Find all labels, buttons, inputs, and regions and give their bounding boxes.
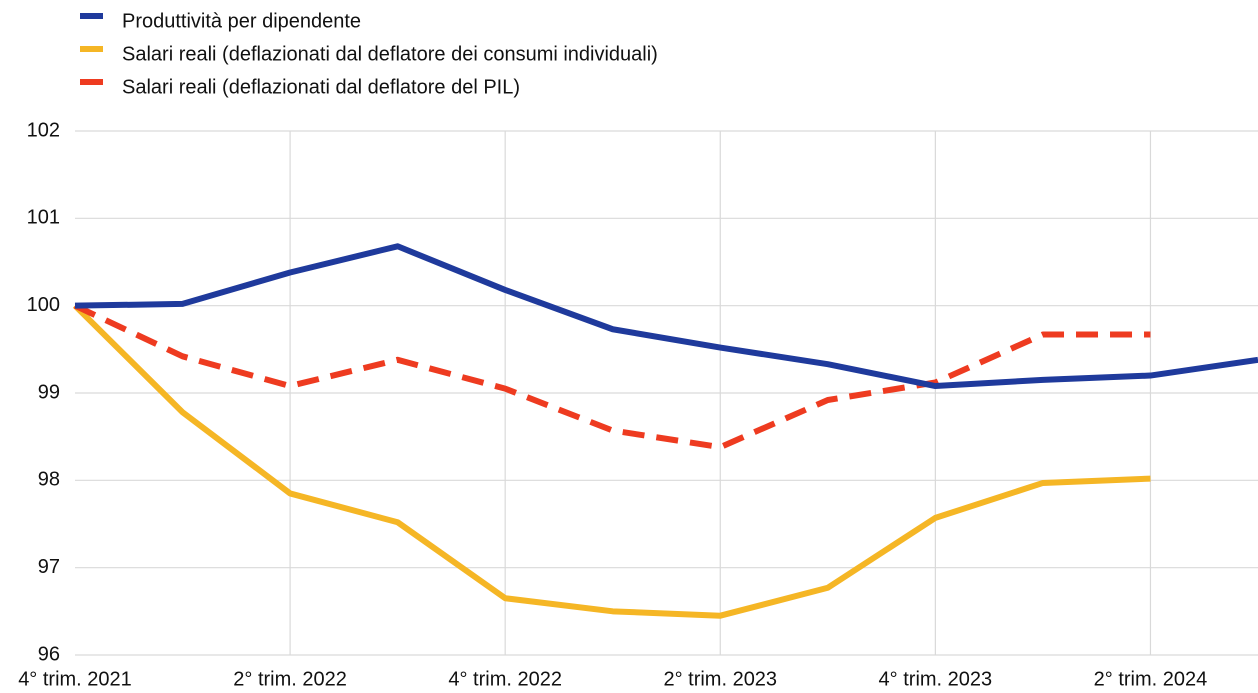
x-tick-label: 2° trim. 2023 [663,668,777,690]
legend-label: Salari reali (deflazionati dal deflatore… [122,76,520,98]
y-tick-label: 99 [38,381,60,403]
series-line [72,303,1151,619]
x-tick-label: 4° trim. 2023 [879,668,993,690]
x-tick-label: 4° trim. 2022 [448,668,562,690]
y-tick-label: 96 [38,643,60,665]
x-tick-label: 2° trim. 2024 [1094,668,1208,690]
y-tick-label: 100 [27,294,60,316]
x-tick-label: 4° trim. 2021 [18,668,132,690]
x-tick-label: 2° trim. 2022 [233,668,347,690]
legend-label: Produttività per dipendente [122,10,361,32]
y-tick-label: 102 [27,119,60,141]
y-tick-label: 97 [38,556,60,578]
legend-label: Salari reali (deflazionati dal deflatore… [122,43,658,65]
series-line [74,243,1258,390]
y-tick-label: 101 [27,207,60,229]
y-tick-label: 98 [38,469,60,491]
